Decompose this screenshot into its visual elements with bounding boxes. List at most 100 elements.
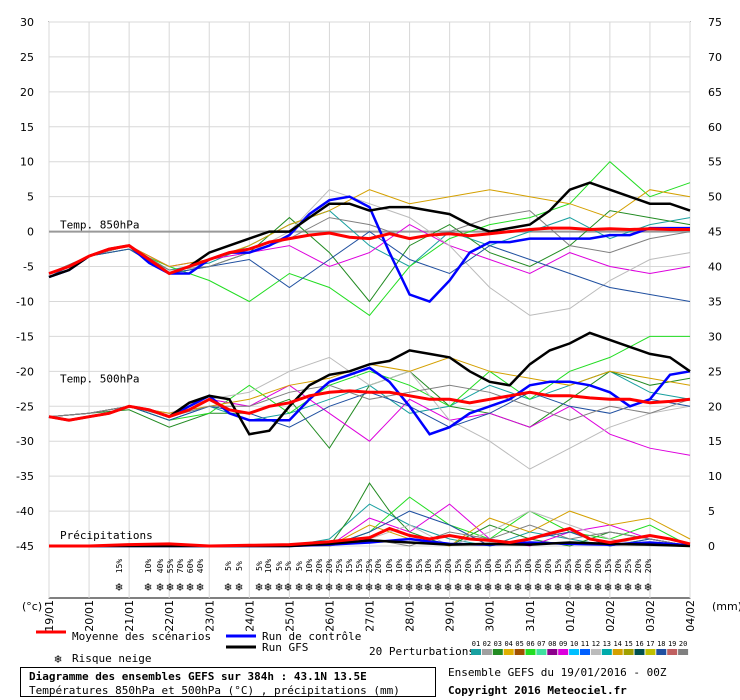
snow-risk-percent: 25%	[365, 559, 374, 574]
snow-risk-percent: 20%	[634, 559, 643, 574]
perturb-swatch	[612, 649, 623, 655]
perturb-number: 09	[559, 640, 567, 648]
perturb-swatch	[645, 649, 656, 655]
snow-risk-item: 15% ❄	[474, 559, 483, 594]
snow-risk-item: 40% ❄	[156, 559, 165, 594]
perturb-number: 10	[570, 640, 578, 648]
snow-risk-percent: 20%	[534, 559, 543, 574]
right-tick-label: 5	[708, 505, 715, 518]
snow-risk-item: 25% ❄	[624, 559, 633, 594]
chart-subtitle: Températures 850hPa et 500hPa (°C) , pré…	[29, 684, 400, 697]
right-tick-label: 70	[708, 51, 722, 64]
perturb-swatch	[558, 649, 569, 655]
series-run-de-contr-le-t850	[48, 195, 690, 303]
series-moyenne-des-sc-narios-t500	[48, 389, 691, 422]
snow-risk-item: 25% ❄	[365, 559, 374, 594]
snow-risk-percent: 10%	[405, 559, 414, 574]
right-axis-unit: (mm)	[712, 600, 740, 613]
right-tick-label: 60	[708, 121, 722, 134]
snowflake-icon: ❄	[395, 580, 402, 594]
snow-risk-percent: 15%	[514, 559, 523, 574]
snow-risk-percent: 10%	[524, 559, 533, 574]
perturb-swatch	[525, 649, 536, 655]
right-tick-label: 30	[708, 330, 722, 343]
left-tick-label: -20	[16, 365, 34, 378]
snow-risk-percent: 5%	[275, 561, 284, 571]
t850-label: Temp. 850hPa	[60, 219, 139, 232]
snow-risk-percent: 15%	[434, 559, 443, 574]
snowflake-icon: ❄	[345, 580, 352, 594]
snow-risk-percent: 5%	[255, 561, 264, 571]
right-tick-label: 40	[708, 261, 722, 274]
snow-risk-item: 15% ❄	[115, 559, 124, 594]
snow-risk-percent: 5%	[224, 561, 233, 571]
snowflake-icon: ❄	[574, 580, 581, 594]
snow-risk-percent: 60%	[186, 559, 195, 574]
x-tick-label: 22/01	[163, 600, 176, 632]
right-tick-label: 0	[708, 540, 715, 553]
left-tick-label: -10	[16, 295, 34, 308]
x-tick-label: 01/02	[564, 600, 577, 632]
legend-control-label: Run de contrôle	[262, 630, 361, 643]
series-run-gfs-precip	[49, 539, 691, 548]
snow-risk-percent: 10%	[424, 559, 433, 574]
snow-risk-item: 20% ❄	[594, 559, 603, 594]
snowflake-icon: ❄	[144, 580, 151, 594]
snow-risk-percent: 20%	[644, 559, 653, 574]
left-tick-label: -15	[16, 330, 34, 343]
snow-risk-item: 10% ❄	[524, 559, 533, 594]
snow-risk-item: 10% ❄	[484, 559, 493, 594]
perturb-number: 15	[624, 640, 632, 648]
snow-risk-item: 20% ❄	[574, 559, 583, 594]
snow-risk-item: 20% ❄	[374, 559, 383, 594]
snowflake-icon: ❄	[614, 580, 621, 594]
snow-risk-percent: 15%	[474, 559, 483, 574]
x-tick-label: 21/01	[123, 600, 136, 632]
snowflake-icon: ❄	[235, 580, 242, 594]
left-tick-label: 0	[27, 226, 34, 239]
snow-risk-item: 60% ❄	[186, 559, 195, 594]
snow-risk-percent: 25%	[335, 559, 344, 574]
perturb-number: 01	[472, 640, 480, 648]
snow-risk-item: 5% ❄	[235, 561, 244, 594]
perturb-swatch	[667, 649, 678, 655]
right-tick-label: 25	[708, 365, 722, 378]
legend-gfs-label: Run GFS	[262, 641, 308, 654]
snowflake-icon: ❄	[176, 580, 183, 594]
snow-risk-percent: 40%	[156, 559, 165, 574]
snow-risk-percent: 15%	[454, 559, 463, 574]
left-tick-label: 30	[20, 16, 34, 29]
snowflake-icon: ❄	[196, 580, 203, 594]
snow-risk-item: 25% ❄	[335, 559, 344, 594]
snow-risk-percent: 15%	[504, 559, 513, 574]
perturb-number: 04	[504, 640, 512, 648]
snow-risk-percent: 15%	[345, 559, 354, 574]
perturb-number: 05	[515, 640, 523, 648]
snowflake-icon: ❄	[295, 580, 302, 594]
snowflake-icon: ❄	[405, 580, 412, 594]
left-tick-label: -45	[16, 540, 34, 553]
snowflake-icon: ❄	[255, 580, 262, 594]
left-tick-label: -40	[16, 505, 34, 518]
snowflake-icon: ❄	[325, 580, 332, 594]
legend-snow-label: Risque neige	[72, 652, 151, 665]
left-tick-label: -30	[16, 435, 34, 448]
snow-risk-item: 15% ❄	[345, 559, 354, 594]
snowflake-icon: ❄	[355, 580, 362, 594]
legend-snowflake-icon: ❄	[54, 652, 61, 666]
snowflake-icon: ❄	[604, 580, 611, 594]
x-tick-label: 03/02	[644, 600, 657, 632]
right-tick-label: 20	[708, 400, 722, 413]
snow-risk-item: 15% ❄	[554, 559, 563, 594]
perturb-number: 12	[592, 640, 600, 648]
snow-risk-percent: 70%	[176, 559, 185, 574]
snowflake-icon: ❄	[264, 580, 271, 594]
snowflake-icon: ❄	[156, 580, 163, 594]
x-tick-label: 04/02	[684, 600, 697, 632]
snow-risk-percent: 10%	[264, 559, 273, 574]
snow-risk-percent: 40%	[196, 559, 205, 574]
series-14-precip	[49, 510, 691, 547]
snow-risk-item: 10% ❄	[494, 559, 503, 594]
